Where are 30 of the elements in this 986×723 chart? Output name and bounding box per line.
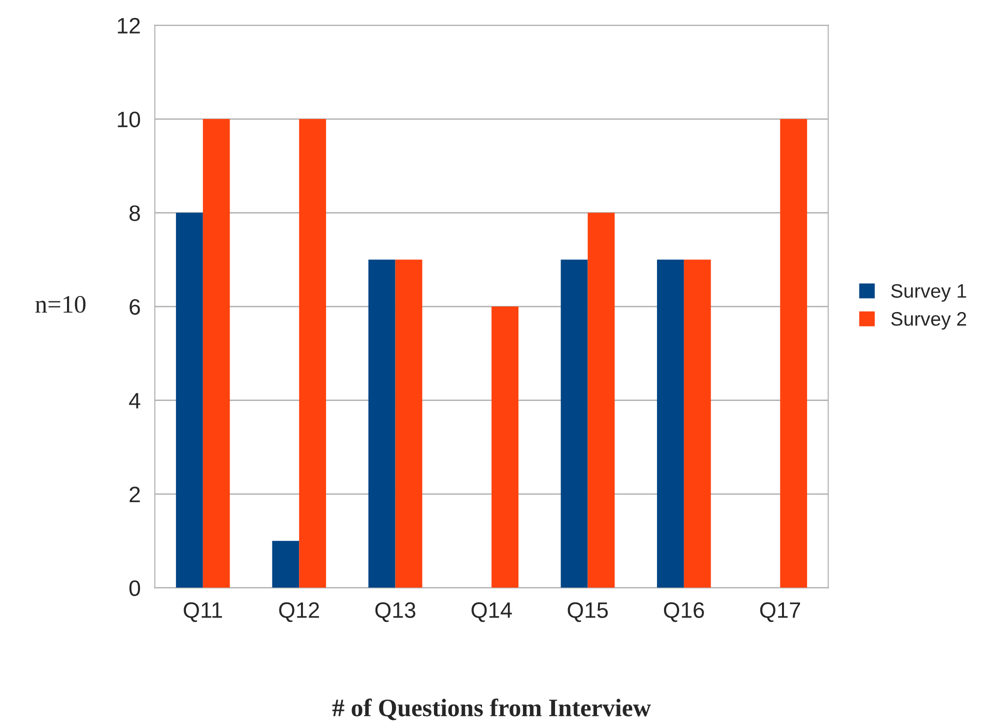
x-tick-label: Q17 <box>760 602 800 622</box>
bar <box>684 260 711 588</box>
x-tick-label: Q12 <box>279 602 319 622</box>
bar <box>202 119 230 588</box>
bar <box>780 119 808 588</box>
bar <box>656 260 684 588</box>
x-axis-title: # of Questions from Interview <box>332 698 651 720</box>
y-axis-title: n=10 <box>35 296 86 313</box>
bar <box>395 260 422 588</box>
y-tick-label: 4 <box>129 393 140 408</box>
x-tick-label: Q14 <box>472 602 512 622</box>
x-tick-label: Q15 <box>568 602 608 622</box>
bar <box>176 212 203 588</box>
bar <box>560 260 588 588</box>
y-tick-label: 6 <box>130 299 140 315</box>
bar <box>272 540 300 588</box>
bar <box>492 306 518 588</box>
bar <box>588 212 615 588</box>
y-tick-label: 12 <box>118 18 140 34</box>
y-tick-label: 8 <box>130 205 140 222</box>
y-tick-label: 10 <box>118 112 140 128</box>
bar <box>368 260 396 588</box>
x-tick-label: Q13 <box>375 602 416 622</box>
y-tick-label: 0 <box>129 580 140 596</box>
bar <box>299 119 326 588</box>
legend-label: Survey 1 <box>891 284 966 302</box>
x-tick-label: Q11 <box>184 602 222 622</box>
legend-label: Survey 2 <box>891 312 966 330</box>
y-tick-label: 2 <box>130 486 140 502</box>
x-tick-label: Q16 <box>664 602 704 622</box>
